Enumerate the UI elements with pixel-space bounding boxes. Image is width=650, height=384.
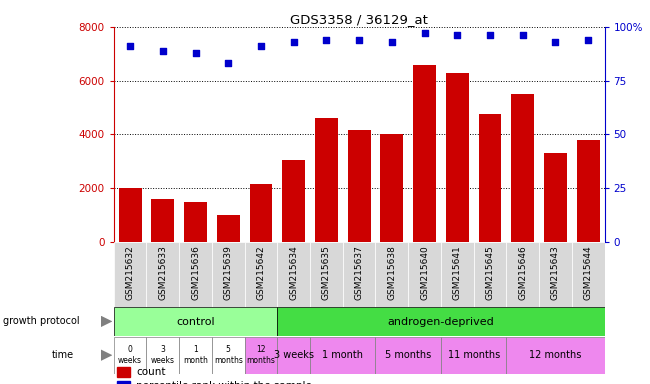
Bar [348, 131, 370, 242]
Bar [478, 114, 501, 242]
Bar [114, 307, 278, 336]
Bar [117, 381, 130, 384]
Bar [506, 242, 539, 307]
Text: GSM215632: GSM215632 [125, 245, 135, 300]
Bar [278, 307, 604, 336]
Bar [117, 367, 130, 377]
Point [551, 39, 561, 45]
Bar [114, 337, 146, 374]
Point [583, 37, 593, 43]
Point [289, 39, 299, 45]
Point [354, 37, 365, 43]
Text: 12 months: 12 months [529, 350, 582, 360]
Text: time: time [52, 350, 74, 360]
Title: GDS3358 / 36129_at: GDS3358 / 36129_at [290, 13, 428, 26]
Bar [212, 337, 244, 374]
Bar [343, 242, 376, 307]
Bar [119, 188, 142, 242]
Text: GSM215636: GSM215636 [191, 245, 200, 300]
Text: GSM215643: GSM215643 [551, 245, 560, 300]
Bar [244, 242, 278, 307]
Bar [146, 337, 179, 374]
Text: GSM215635: GSM215635 [322, 245, 331, 300]
Point [517, 32, 528, 38]
Text: GSM215641: GSM215641 [453, 245, 461, 300]
Text: 3
weeks: 3 weeks [151, 346, 175, 365]
Bar [539, 242, 572, 307]
Text: 0
weeks: 0 weeks [118, 346, 142, 365]
Bar [179, 242, 212, 307]
Text: GSM215646: GSM215646 [518, 245, 527, 300]
Bar [282, 160, 305, 242]
Text: GSM215639: GSM215639 [224, 245, 233, 300]
Bar [278, 242, 310, 307]
Point [452, 32, 463, 38]
Bar [151, 199, 174, 242]
Text: 12
months: 12 months [246, 346, 276, 365]
Bar [179, 337, 212, 374]
Point [223, 60, 233, 66]
Text: GSM215645: GSM215645 [486, 245, 495, 300]
Bar [315, 118, 338, 242]
Text: 1
month: 1 month [183, 346, 208, 365]
Point [321, 37, 332, 43]
Bar [376, 337, 441, 374]
Text: GSM215638: GSM215638 [387, 245, 396, 300]
Bar [441, 337, 506, 374]
Point [157, 48, 168, 54]
Text: GSM215637: GSM215637 [355, 245, 363, 300]
Bar [413, 65, 436, 242]
Bar [380, 134, 403, 242]
Text: GSM215644: GSM215644 [584, 245, 593, 300]
Bar [278, 337, 310, 374]
Text: GSM215642: GSM215642 [257, 245, 265, 300]
Text: 5
months: 5 months [214, 346, 242, 365]
Text: 3 weeks: 3 weeks [274, 350, 314, 360]
Text: 11 months: 11 months [447, 350, 500, 360]
Bar [146, 242, 179, 307]
Bar [310, 337, 376, 374]
Polygon shape [101, 349, 112, 361]
Text: androgen-deprived: androgen-deprived [387, 316, 494, 327]
Point [419, 30, 430, 36]
Bar [212, 242, 244, 307]
Bar [250, 184, 272, 242]
Text: percentile rank within the sample: percentile rank within the sample [136, 381, 313, 384]
Text: GSM215634: GSM215634 [289, 245, 298, 300]
Bar [376, 242, 408, 307]
Point [125, 43, 135, 49]
Bar [244, 337, 278, 374]
Bar [512, 94, 534, 242]
Bar [446, 73, 469, 242]
Text: 5 months: 5 months [385, 350, 432, 360]
Text: 1 month: 1 month [322, 350, 363, 360]
Bar [217, 215, 240, 242]
Point [256, 43, 266, 49]
Text: growth protocol: growth protocol [3, 316, 80, 326]
Bar [310, 242, 343, 307]
Bar [506, 337, 604, 374]
Point [387, 39, 397, 45]
Point [485, 32, 495, 38]
Point [190, 50, 201, 56]
Bar [577, 140, 599, 242]
Text: GSM215640: GSM215640 [420, 245, 429, 300]
Polygon shape [101, 316, 112, 327]
Bar [474, 242, 506, 307]
Text: control: control [176, 316, 215, 327]
Bar [114, 242, 146, 307]
Text: count: count [136, 367, 166, 377]
Bar [408, 242, 441, 307]
Text: GSM215633: GSM215633 [159, 245, 167, 300]
Bar [572, 242, 604, 307]
Bar [184, 202, 207, 242]
Bar [441, 242, 474, 307]
Bar [544, 153, 567, 242]
